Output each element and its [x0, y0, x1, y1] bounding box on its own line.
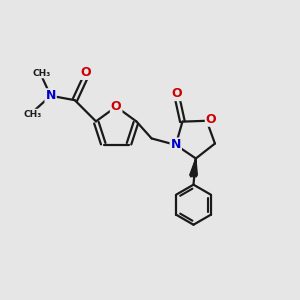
Text: O: O [111, 100, 122, 113]
Text: O: O [172, 87, 182, 100]
Text: N: N [45, 89, 56, 102]
Text: O: O [81, 66, 91, 79]
Text: O: O [206, 113, 216, 126]
Polygon shape [190, 158, 197, 175]
Text: CH₃: CH₃ [33, 69, 51, 78]
Text: CH₃: CH₃ [24, 110, 42, 118]
Text: N: N [171, 138, 181, 152]
